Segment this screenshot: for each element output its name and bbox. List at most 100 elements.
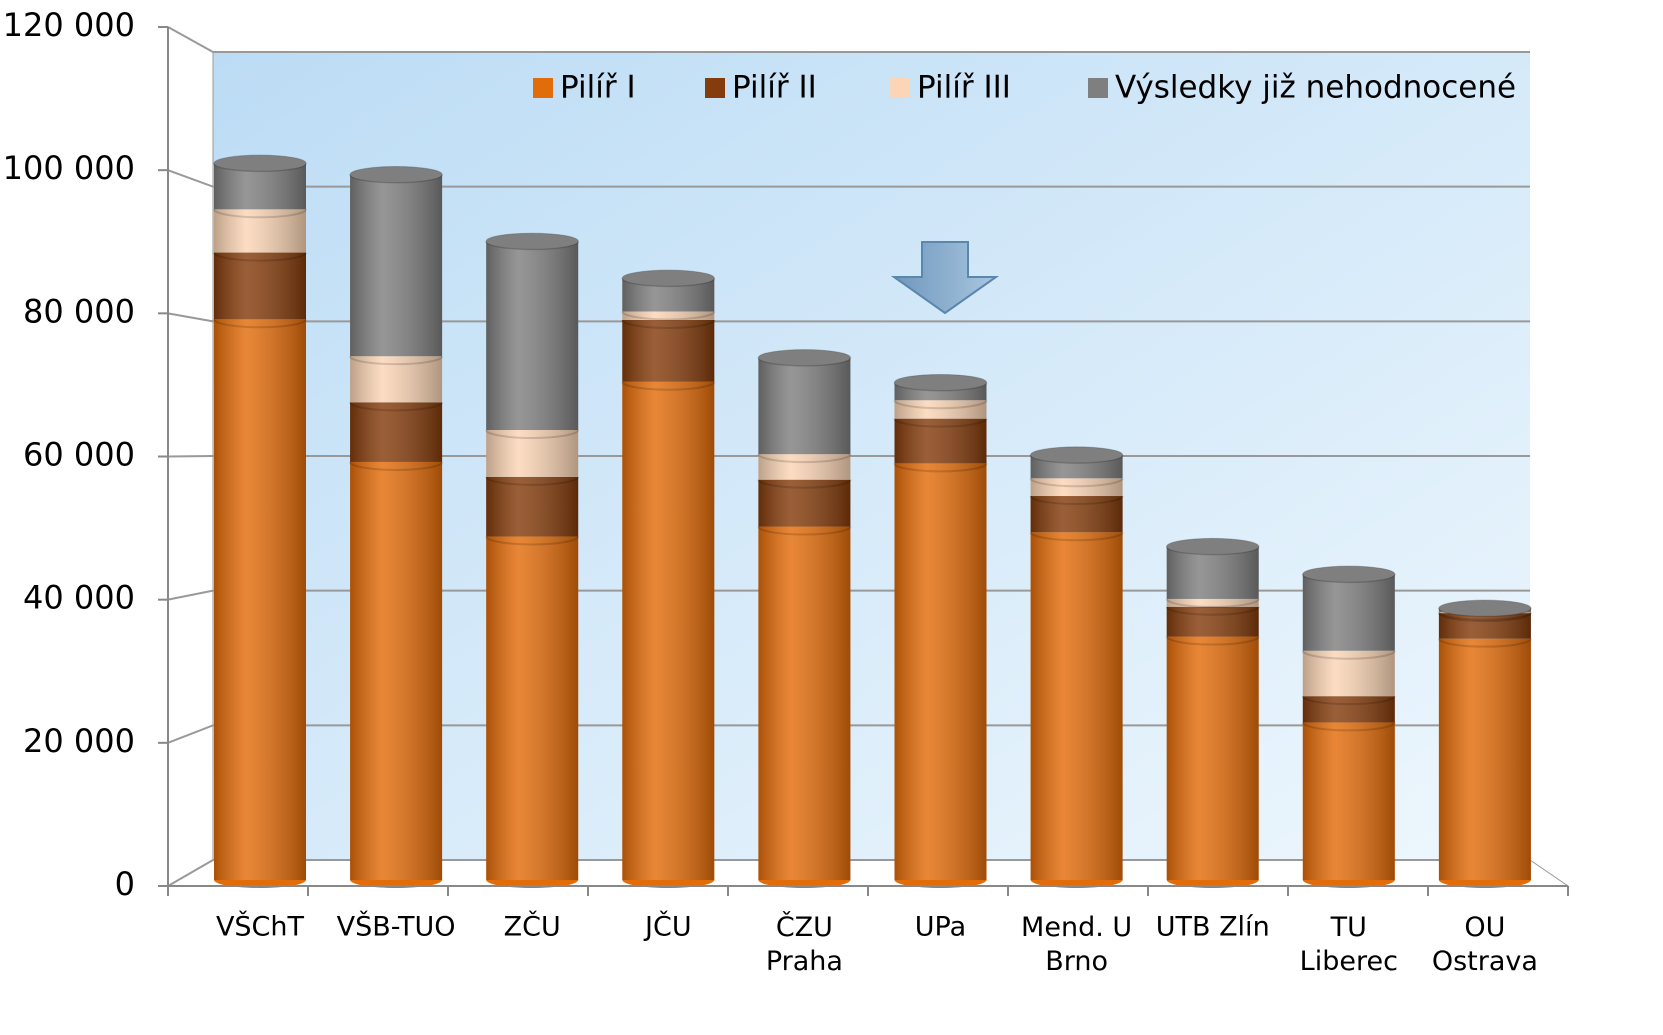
bar-shade (1166, 636, 1259, 880)
bar-shade (1166, 606, 1259, 637)
x-tick-label: VŠChT (216, 911, 305, 943)
segment-edge (1437, 611, 1532, 621)
segment-edge (349, 355, 444, 366)
segment-edge (621, 381, 716, 391)
segment-edge (1165, 636, 1260, 646)
bar-shade (1030, 478, 1123, 497)
segment-edge (893, 399, 988, 410)
bar-shade (350, 356, 443, 403)
bar-cap (349, 165, 443, 183)
bar-cap (621, 269, 715, 287)
segment-edge (349, 461, 444, 471)
bar-shade (1302, 650, 1395, 697)
bar-shade (1302, 574, 1395, 651)
y-tick-label: 0 (115, 865, 135, 903)
segment-edge (1437, 612, 1532, 623)
bar-shade (894, 400, 987, 419)
segment-edge (349, 402, 444, 412)
segment-edge (1165, 598, 1260, 608)
segment-edge (621, 319, 716, 329)
x-tick-label: ČZU Praha (766, 911, 843, 977)
legend-swatch (533, 78, 553, 98)
bar-cap (485, 232, 579, 250)
segment-edge (1029, 495, 1124, 506)
bar-shade (350, 174, 443, 357)
x-tick-label: UTB Zlín (1156, 912, 1270, 943)
segment-edge (1301, 722, 1396, 732)
bar-shade (622, 319, 715, 382)
bar-shade (622, 311, 715, 320)
arrow (890, 241, 1000, 315)
bar-shade (214, 252, 306, 320)
x-tick-label: OU Ostrava (1432, 912, 1538, 977)
x-tick-label: UPa (915, 912, 966, 943)
bar-cap (1030, 446, 1124, 464)
bar-shade (214, 319, 306, 880)
bar-shade (1030, 532, 1123, 880)
legend-label: Pilíř III (917, 70, 1011, 106)
bar-shade (214, 209, 306, 253)
segment-edge (621, 311, 716, 321)
segment-edge (1165, 606, 1260, 616)
bar-shade (758, 526, 851, 880)
legend-label: Pilíř I (560, 70, 636, 106)
bar-cap (1166, 537, 1260, 555)
legend-swatch (890, 78, 910, 98)
y-tick-label: 60 000 (23, 436, 135, 474)
segment-edge (213, 208, 307, 219)
segment-edge (893, 418, 988, 428)
segment-edge (1029, 477, 1124, 488)
x-tick-label: JČU (643, 911, 692, 943)
segment-edge (1437, 638, 1532, 648)
bar-shade (1030, 496, 1123, 533)
segment-edge (213, 252, 307, 262)
x-tick-label: VŠB-TUO (337, 911, 456, 943)
bar-shade (622, 381, 715, 880)
bar-cap (1438, 599, 1532, 617)
bar-shade (486, 476, 579, 537)
y-tick-label: 100 000 (3, 149, 135, 187)
segment-edge (1301, 695, 1396, 706)
bar-shade (1302, 722, 1395, 880)
bar-shade (894, 463, 987, 880)
x-tick-label: Mend. U Brno (1021, 912, 1132, 977)
segment-edge (485, 536, 580, 546)
grid-line (167, 26, 1530, 53)
legend-label: Pilíř II (732, 70, 817, 106)
bar-shade (758, 479, 851, 527)
y-tick-label: 80 000 (23, 292, 135, 330)
segment-edge (213, 318, 307, 329)
bar-cap (213, 154, 307, 172)
bar-shade (758, 454, 851, 480)
bar-cap (1302, 565, 1396, 583)
bar-shade (1438, 613, 1531, 639)
segment-edge (485, 476, 580, 486)
bar-shade (1166, 546, 1259, 599)
bar-cap (757, 349, 851, 367)
segment-edge (485, 429, 580, 440)
bar-shade (350, 461, 443, 880)
y-tick-label: 40 000 (23, 579, 135, 617)
grid-line (167, 169, 1530, 188)
segment-edge (1301, 650, 1396, 660)
y-tick-label: 120 000 (3, 6, 135, 44)
grid-line (167, 312, 1530, 323)
segment-edge (757, 479, 852, 489)
y-tick-label: 20 000 (23, 722, 135, 760)
bar-shade (894, 418, 987, 464)
legend-label: Výsledky již nehodnocené (1115, 70, 1516, 106)
bar-shade (486, 241, 579, 431)
bar-shade (486, 536, 579, 880)
segment-edge (757, 453, 852, 464)
bar-shade (1438, 638, 1531, 880)
bar-shade (758, 357, 851, 455)
segment-edge (757, 526, 852, 536)
bar-shade (1166, 598, 1259, 607)
bar-shade (486, 430, 579, 477)
x-tick-label: TU Liberec (1300, 912, 1398, 977)
bar-cap (894, 373, 987, 391)
bar-shade (1302, 696, 1395, 723)
x-tick-label: ZČU (504, 911, 561, 943)
legend-swatch (705, 78, 725, 98)
